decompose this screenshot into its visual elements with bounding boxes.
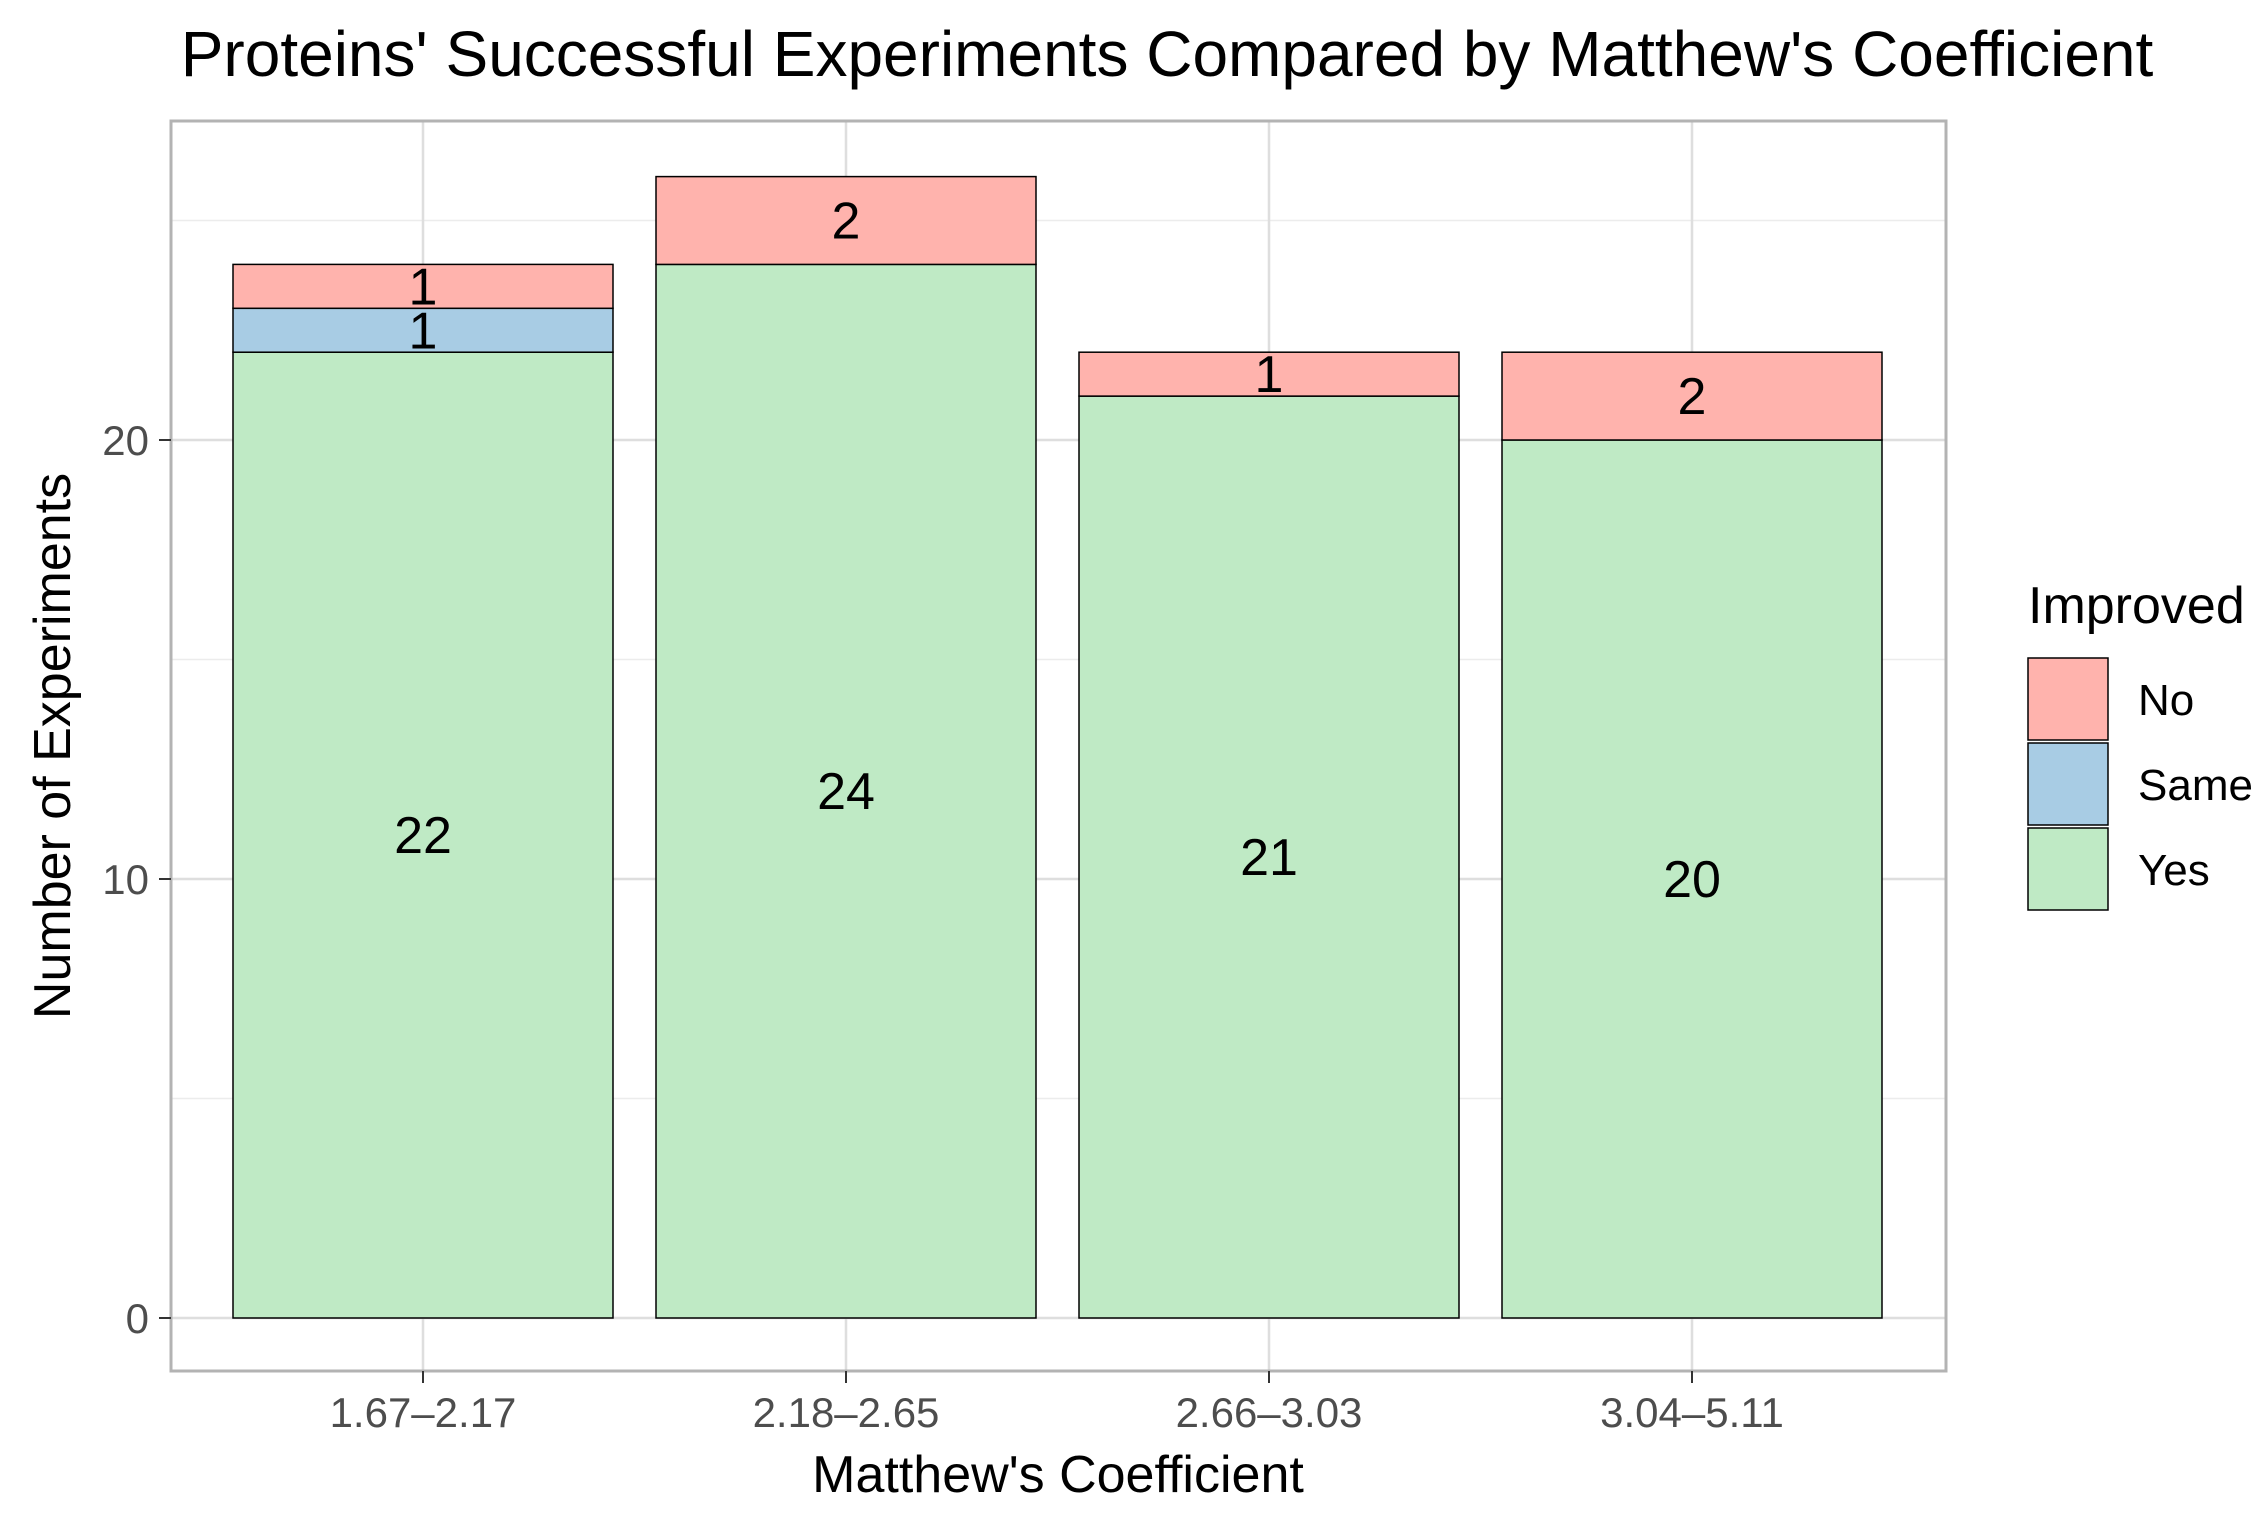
bar-yes	[1501, 439, 1883, 1319]
legend-key-same	[2027, 742, 2109, 826]
bar-no	[232, 263, 614, 310]
y-tick-label: 10	[102, 856, 149, 903]
bar-same	[232, 307, 614, 353]
data-label: 1	[1255, 346, 1284, 404]
bar-no	[1078, 351, 1460, 397]
legend-key-yes	[2027, 827, 2109, 911]
data-label: 1	[409, 258, 438, 316]
legend-title: Improved	[2028, 577, 2245, 635]
plot-border	[169, 119, 1948, 1373]
y-axis-title: Number of Experiments	[24, 473, 82, 1019]
legend-label-yes: Yes	[2138, 846, 2210, 895]
x-axis-title: Matthew's Coefficient	[812, 1446, 1304, 1504]
bar-no	[1501, 351, 1883, 441]
data-label: 20	[1663, 851, 1721, 909]
legend-label-same: Same	[2138, 761, 2253, 810]
x-tick-label: 3.04–5.11	[1600, 1389, 1784, 1436]
y-tick-label: 0	[126, 1295, 149, 1342]
bar-yes	[1078, 395, 1460, 1319]
bars	[232, 175, 1883, 1319]
y-tick-label: 20	[102, 417, 149, 464]
legend-key-no	[2027, 657, 2109, 741]
data-label: 22	[394, 807, 452, 865]
legend-label-no: No	[2138, 676, 2194, 725]
chart-title: Proteins' Successful Experiments Compare…	[181, 18, 2154, 90]
data-label: 1	[409, 302, 438, 360]
data-label: 21	[1240, 829, 1298, 887]
x-tick-label: 1.67–2.17	[330, 1389, 517, 1436]
bar-no	[655, 175, 1037, 266]
x-tick-label: 2.18–2.65	[753, 1389, 940, 1436]
bar-yes	[232, 351, 614, 1319]
x-tick-label: 2.66–3.03	[1176, 1389, 1363, 1436]
data-label: 2	[832, 193, 861, 251]
data-label: 24	[817, 763, 875, 821]
axes: 0 10 20 1.67–2.17 2.18–2.65 2.66–3.03 3.04–5.1…	[102, 417, 1784, 1436]
data-label: 2	[1678, 368, 1707, 426]
bar-yes	[655, 263, 1037, 1319]
legend: Improved No Same Yes	[2027, 577, 2253, 911]
